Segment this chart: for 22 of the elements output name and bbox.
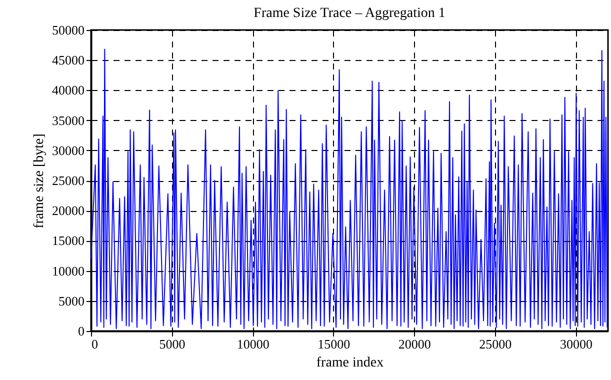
y-axis-title: frame size [byte] [32,134,47,228]
y-tick-label: 5000 [58,293,84,308]
x-tick-label: 10000 [236,336,270,352]
y-tick-label: 0 [78,324,84,338]
y-tick-label: 10000 [52,263,84,278]
x-tick-label: 30000 [560,336,592,352]
y-tick-label: 45000 [52,52,84,68]
x-tick-label: 15000 [318,336,350,352]
line-series [90,48,608,330]
x-tick-label: 5000 [159,336,186,352]
x-tick-label: 20000 [398,336,431,352]
x-tick-label: 0 [92,336,98,352]
y-tick-label: 20000 [52,203,84,218]
chart-title: Frame Size Trace – Aggregation 1 [254,6,446,21]
y-tick-label: 25000 [52,173,84,188]
x-axis-title: frame index [316,356,384,370]
x-tick-label: 25000 [479,336,512,352]
y-tick-label: 40000 [52,82,84,98]
y-tick-label: 15000 [52,233,84,248]
y-tick-label: 50000 [52,22,84,38]
y-tick-label: 35000 [52,112,84,128]
y-tick-label: 30000 [52,142,84,158]
